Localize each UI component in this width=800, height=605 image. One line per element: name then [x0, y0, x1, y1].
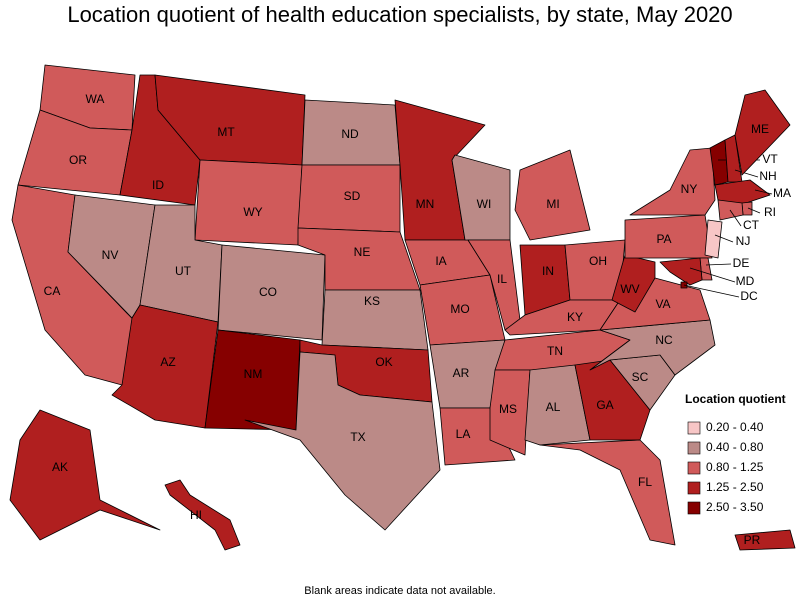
- leader-line: [714, 234, 734, 243]
- state: [629, 147, 716, 216]
- state-label: UT: [175, 264, 192, 278]
- state-label: WV: [620, 282, 639, 296]
- footnote: Blank areas indicate data not available.: [304, 585, 495, 597]
- state: [164, 479, 241, 551]
- state-label: DE: [733, 256, 750, 270]
- state: [741, 201, 753, 216]
- state-label: WA: [86, 92, 105, 106]
- leader-line: [689, 267, 736, 283]
- state-label: NJ: [736, 234, 751, 248]
- state-label: NM: [244, 367, 263, 381]
- state-label: MA: [773, 186, 791, 200]
- state-label: AZ: [160, 355, 175, 369]
- state-label: MS: [499, 402, 517, 416]
- state-label: ND: [341, 127, 359, 141]
- state: [734, 529, 796, 551]
- legend-swatch: [687, 441, 701, 455]
- state-label: PR: [744, 533, 761, 547]
- state: [194, 159, 303, 246]
- leader-line: [734, 169, 759, 178]
- leader-line: [729, 209, 742, 227]
- state-label: WI: [477, 197, 492, 211]
- state: [714, 179, 771, 206]
- state: [659, 257, 703, 286]
- state-label: IL: [497, 272, 507, 286]
- state: [611, 254, 656, 313]
- state-label: NC: [655, 333, 673, 347]
- state-label: OR: [69, 153, 87, 167]
- state: [704, 219, 723, 259]
- state-label: AR: [453, 366, 470, 380]
- legend-label: 0.80 - 1.25: [706, 460, 764, 474]
- state-label: MD: [736, 274, 755, 288]
- state-label: MI: [546, 197, 559, 211]
- state: [244, 351, 441, 531]
- state: [514, 149, 591, 241]
- state: [624, 214, 713, 259]
- legend: 0.20 - 0.40 0.40 - 0.80 0.80 - 1.25 1.25 - …: [687, 420, 764, 515]
- legend-swatch: [687, 421, 701, 435]
- state-label: ME: [751, 122, 769, 136]
- states: WA OR CA NV ID MT WY UT AZ CO NM ND SD NE KS OK TX MN IA MO…: [9, 64, 796, 551]
- leader-line: [754, 189, 773, 195]
- state-label: OH: [589, 254, 607, 268]
- state-label: KS: [364, 294, 380, 308]
- state: [9, 409, 161, 541]
- state: [589, 319, 716, 376]
- state-label: AL: [546, 400, 561, 414]
- state-label: TN: [547, 344, 563, 358]
- state-label: FL: [638, 475, 652, 489]
- state-label: GA: [596, 398, 613, 412]
- state: [734, 89, 791, 176]
- leader-line: [747, 207, 761, 214]
- state-label: KY: [567, 310, 583, 324]
- state-label: IA: [435, 254, 446, 268]
- state-label: ID: [152, 178, 164, 192]
- state-label: VT: [762, 152, 778, 166]
- legend-title: Location quotient: [685, 392, 786, 406]
- state-label: NY: [681, 182, 698, 196]
- state-label: CA: [44, 284, 61, 298]
- state-label: PA: [656, 232, 671, 246]
- legend-swatch: [687, 481, 701, 495]
- state-label: LA: [456, 427, 471, 441]
- state: [111, 304, 219, 429]
- legend-label: 0.40 - 0.80: [706, 440, 764, 454]
- state-label: MN: [416, 197, 435, 211]
- state-label: VA: [655, 297, 670, 311]
- state-label: SD: [344, 189, 361, 203]
- state-label: DC: [740, 289, 758, 303]
- leader-line: [705, 263, 732, 266]
- state-label: CO: [259, 285, 277, 299]
- leader-line: [683, 284, 740, 298]
- state-label: NH: [759, 169, 776, 183]
- state-label: HI: [190, 508, 202, 522]
- state-label: RI: [764, 205, 776, 219]
- state-label: NE: [354, 245, 371, 259]
- state-label: SC: [632, 370, 649, 384]
- map-title: Location quotient of health education sp…: [67, 2, 732, 27]
- state-label: MO: [450, 302, 469, 316]
- state-label: OK: [375, 355, 392, 369]
- state: [489, 369, 531, 456]
- state-label: IN: [542, 264, 554, 278]
- state-label: TX: [350, 430, 365, 444]
- legend-swatch: [687, 501, 701, 515]
- legend-label: 2.50 - 3.50: [706, 500, 764, 514]
- state: [524, 364, 591, 446]
- legend-swatch: [687, 461, 701, 475]
- legend-label: 1.25 - 2.50: [706, 480, 764, 494]
- state-label: AK: [52, 460, 68, 474]
- state: [717, 199, 744, 221]
- state-label: MT: [217, 125, 235, 139]
- state: [539, 439, 676, 546]
- state-label: NV: [102, 248, 119, 262]
- legend-label: 0.20 - 0.40: [706, 420, 764, 434]
- state-label: CT: [743, 218, 760, 232]
- state-label: WY: [243, 205, 262, 219]
